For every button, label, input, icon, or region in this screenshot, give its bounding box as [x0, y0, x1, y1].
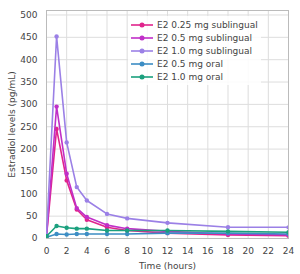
html-text:E2 1.0 mg sublingual: E2 1.0 mg sublingual	[157, 45, 252, 56]
svg-text:18: 18	[222, 246, 234, 256]
html-text:E2 0.5 mg oral: E2 0.5 mg oral	[157, 58, 223, 69]
svg-text:8: 8	[124, 246, 130, 256]
svg-text:450: 450	[20, 32, 37, 42]
svg-text:10: 10	[142, 246, 154, 256]
html-text:E2 0.25 mg sublingual: E2 0.25 mg sublingual	[157, 19, 258, 30]
svg-text:12: 12	[162, 246, 173, 256]
svg-text:0: 0	[32, 233, 38, 243]
svg-text:200: 200	[20, 144, 37, 154]
svg-text:2: 2	[64, 246, 70, 256]
svg-text:100: 100	[20, 189, 37, 199]
svg-text:14: 14	[182, 246, 194, 256]
svg-text:4: 4	[84, 246, 90, 256]
svg-text:24: 24	[283, 246, 295, 256]
svg-text:22: 22	[263, 246, 274, 256]
svg-text:500: 500	[20, 10, 37, 20]
html-text:E2 0.5 mg sublingual: E2 0.5 mg sublingual	[157, 32, 252, 43]
svg-text:6: 6	[104, 246, 110, 256]
svg-text:150: 150	[20, 166, 37, 176]
svg-text:400: 400	[20, 55, 37, 65]
svg-text:16: 16	[202, 246, 214, 256]
svg-text:Time (hours): Time (hours)	[138, 261, 196, 271]
svg-text:0: 0	[44, 246, 50, 256]
svg-text:250: 250	[20, 122, 37, 132]
svg-text:Estradiol levels (pg/mL): Estradiol levels (pg/mL)	[7, 71, 17, 177]
svg-text:300: 300	[20, 99, 37, 109]
svg-text:350: 350	[20, 77, 37, 87]
html-text:E2 1.0 mg oral: E2 1.0 mg oral	[157, 71, 223, 82]
svg-text:50: 50	[26, 211, 38, 221]
svg-text:20: 20	[242, 246, 254, 256]
